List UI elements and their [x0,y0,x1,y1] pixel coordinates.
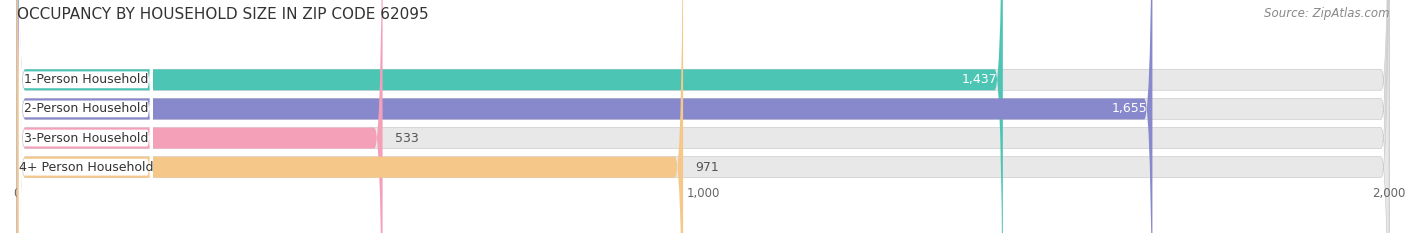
FancyBboxPatch shape [17,0,1389,233]
Text: 1-Person Household: 1-Person Household [24,73,148,86]
Text: Source: ZipAtlas.com: Source: ZipAtlas.com [1264,7,1389,20]
Text: 3-Person Household: 3-Person Household [24,132,148,144]
Text: 2-Person Household: 2-Person Household [24,103,148,115]
Text: 971: 971 [696,161,720,174]
FancyBboxPatch shape [17,0,1389,233]
Text: 4+ Person Household: 4+ Person Household [18,161,153,174]
FancyBboxPatch shape [18,0,153,233]
Text: 533: 533 [395,132,419,144]
FancyBboxPatch shape [17,0,1389,233]
FancyBboxPatch shape [18,0,153,233]
FancyBboxPatch shape [18,0,153,233]
FancyBboxPatch shape [18,0,153,233]
FancyBboxPatch shape [17,0,382,233]
FancyBboxPatch shape [17,0,1389,233]
Text: 1,655: 1,655 [1111,103,1147,115]
FancyBboxPatch shape [17,0,1002,233]
FancyBboxPatch shape [17,0,683,233]
FancyBboxPatch shape [17,0,1153,233]
Text: 1,437: 1,437 [962,73,997,86]
Text: OCCUPANCY BY HOUSEHOLD SIZE IN ZIP CODE 62095: OCCUPANCY BY HOUSEHOLD SIZE IN ZIP CODE … [17,7,429,22]
